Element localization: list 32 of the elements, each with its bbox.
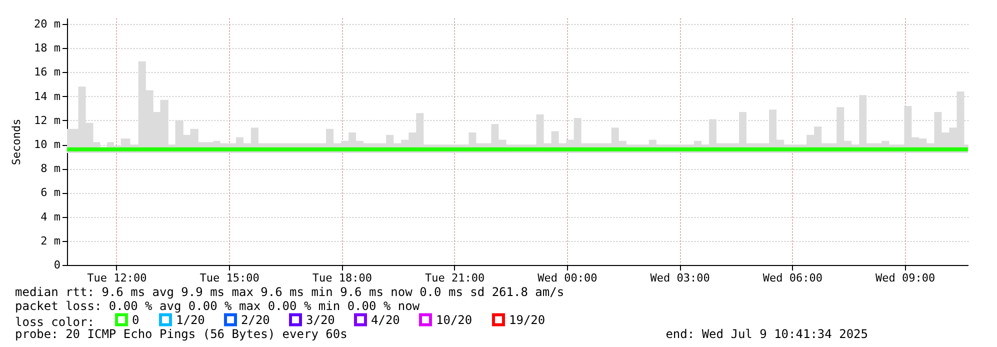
y-axis-title: Seconds <box>10 118 24 166</box>
y-tick-label: 14 m <box>34 90 61 103</box>
y-tick-label: 20 m <box>34 18 61 31</box>
legend-label: 1/20 <box>176 312 205 327</box>
x-tick-label: Tue 15:00 <box>200 272 260 284</box>
x-tick-label: Tue 18:00 <box>312 272 372 284</box>
x-tick-label: Wed 03:00 <box>650 272 710 284</box>
x-tick-label: Tue 12:00 <box>87 272 147 284</box>
legend-label: 3/20 <box>306 312 335 327</box>
y-tick-label: 16 m <box>34 66 61 79</box>
y-tick-label: 2 m <box>40 234 61 248</box>
y-tick-label: 8 m <box>40 162 61 176</box>
legend-label: 4/20 <box>371 312 400 327</box>
y-tick-label: 18 m <box>34 42 61 55</box>
y-tick-label: 4 m <box>40 210 61 224</box>
legend-label: 0 <box>132 312 140 327</box>
text: packet loss: 0.00 % avg 0.00 % max 0.00 % min 0.00 % now <box>15 299 420 313</box>
y-tick-label: 10 m <box>34 138 61 152</box>
x-tick-label: Wed 00:00 <box>538 272 598 284</box>
legend-label: 2/20 <box>241 312 270 327</box>
text: end: Wed Jul 9 10:41:34 2025 <box>666 327 868 341</box>
y-tick-label: 6 m <box>40 186 61 200</box>
x-tick-label: Wed 06:00 <box>762 272 822 284</box>
text: median rtt: 9.6 ms avg 9.9 ms max 9.6 ms min 9.6 ms now 0.0 ms sd 261.8 am/s <box>15 285 564 299</box>
legend-label: 19/20 <box>509 312 546 327</box>
x-tick-label: Tue 21:00 <box>425 272 485 284</box>
legend-title: loss color: <box>15 315 94 329</box>
y-tick-label: 12 m <box>34 114 61 127</box>
y-tick-label: 0 <box>54 258 60 272</box>
text: probe: 20 ICMP Echo Pings (56 Bytes) every 60s <box>15 327 348 341</box>
x-tick-label: Wed 09:00 <box>876 272 936 284</box>
legend-label: 10/20 <box>436 312 472 327</box>
